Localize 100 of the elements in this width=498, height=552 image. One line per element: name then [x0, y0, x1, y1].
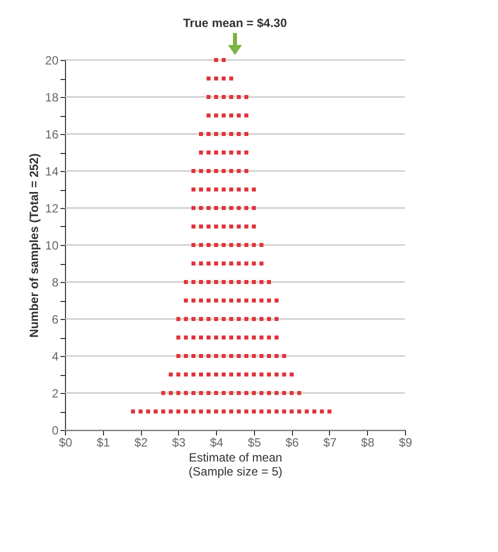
point [229, 224, 234, 228]
point [236, 206, 241, 210]
x-tick-label: $5 [248, 436, 262, 450]
point [222, 114, 226, 118]
point [229, 132, 234, 136]
point [327, 410, 332, 414]
y-tick-label: 18 [45, 90, 59, 104]
point [168, 372, 173, 376]
point [191, 280, 196, 284]
point [259, 280, 264, 284]
point [206, 224, 211, 228]
point [214, 132, 218, 136]
point [252, 298, 256, 302]
point [236, 224, 241, 228]
point [297, 410, 302, 414]
point [214, 372, 218, 376]
y-axis-title: Number of samples (Total = 252) [27, 153, 42, 338]
point [199, 188, 203, 192]
point [236, 280, 241, 284]
point [274, 298, 279, 302]
y-tick-label: 0 [52, 424, 59, 438]
point [184, 372, 188, 376]
point [267, 372, 271, 376]
point [161, 410, 166, 414]
y-tick-label: 14 [45, 164, 59, 178]
point [229, 391, 234, 395]
point [267, 317, 271, 321]
point [229, 95, 234, 99]
point [199, 224, 203, 228]
point [199, 391, 203, 395]
point [199, 262, 203, 266]
point [244, 206, 248, 210]
point [229, 336, 234, 340]
point [244, 298, 248, 302]
point [206, 95, 211, 99]
point [229, 206, 234, 210]
point [199, 354, 203, 358]
point [222, 243, 226, 247]
point [274, 317, 279, 321]
point [282, 372, 286, 376]
point [236, 262, 241, 266]
point [259, 372, 264, 376]
point [244, 317, 248, 321]
point [214, 354, 218, 358]
point [244, 95, 248, 99]
point [206, 150, 211, 154]
point [282, 354, 286, 358]
point [206, 114, 211, 118]
point [244, 169, 248, 173]
point [290, 372, 294, 376]
point [131, 410, 135, 414]
point [199, 410, 203, 414]
point [161, 391, 166, 395]
y-tick-label: 16 [45, 128, 59, 142]
point [206, 206, 211, 210]
point [222, 132, 226, 136]
point [244, 354, 248, 358]
point [184, 280, 188, 284]
point [252, 317, 256, 321]
point [274, 372, 279, 376]
point [229, 243, 234, 247]
x-tick-label: $0 [58, 436, 72, 450]
x-tick-label: $2 [134, 436, 148, 450]
point [184, 354, 188, 358]
point [252, 188, 256, 192]
point [259, 243, 264, 247]
point [206, 280, 211, 284]
point [176, 372, 180, 376]
x-tick-label: $8 [361, 436, 375, 450]
point [206, 354, 211, 358]
point [184, 410, 188, 414]
x-axis-title: Estimate of mean [188, 450, 282, 464]
point [244, 132, 248, 136]
point [176, 336, 180, 340]
point [191, 298, 196, 302]
point [199, 150, 203, 154]
point [191, 243, 196, 247]
point [222, 95, 226, 99]
point [244, 188, 248, 192]
point [267, 280, 271, 284]
point [191, 336, 196, 340]
point [199, 169, 203, 173]
point [184, 298, 188, 302]
point [267, 391, 271, 395]
point [252, 410, 256, 414]
point [274, 391, 279, 395]
point [222, 206, 226, 210]
point [252, 372, 256, 376]
text: (Sample size = 5) [188, 464, 282, 478]
point [252, 262, 256, 266]
point [259, 391, 264, 395]
point [191, 206, 196, 210]
point [214, 188, 218, 192]
point [184, 336, 188, 340]
point [206, 243, 211, 247]
point [214, 410, 218, 414]
point [236, 372, 241, 376]
point [236, 336, 241, 340]
point [236, 354, 241, 358]
point [259, 298, 264, 302]
